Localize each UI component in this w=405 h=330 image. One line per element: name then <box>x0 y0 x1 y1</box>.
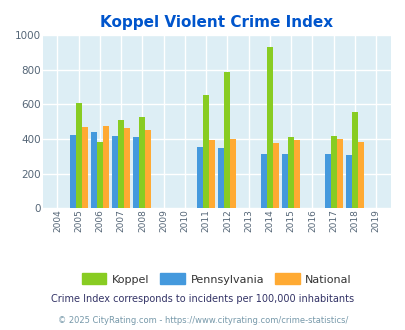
Bar <box>124 128 130 208</box>
Bar <box>112 136 118 208</box>
Legend: Koppel, Pennsylvania, National: Koppel, Pennsylvania, National <box>77 269 355 289</box>
Bar <box>260 154 266 208</box>
Bar <box>145 129 151 208</box>
Bar <box>97 143 102 208</box>
Bar <box>139 117 145 208</box>
Bar <box>81 127 87 208</box>
Bar <box>75 103 81 208</box>
Bar <box>281 154 288 208</box>
Bar <box>91 132 97 208</box>
Bar <box>272 143 278 208</box>
Bar <box>197 147 202 208</box>
Bar <box>218 148 224 208</box>
Bar <box>288 137 293 208</box>
Bar <box>345 154 351 208</box>
Bar <box>357 142 363 208</box>
Bar <box>336 139 342 208</box>
Bar <box>224 72 230 208</box>
Bar <box>324 154 330 208</box>
Text: Crime Index corresponds to incidents per 100,000 inhabitants: Crime Index corresponds to incidents per… <box>51 294 354 304</box>
Bar <box>202 95 209 208</box>
Bar <box>230 139 236 208</box>
Bar <box>118 120 124 208</box>
Bar <box>70 135 75 208</box>
Bar <box>351 112 357 208</box>
Bar <box>266 47 272 208</box>
Bar <box>330 136 336 208</box>
Title: Koppel Violent Crime Index: Koppel Violent Crime Index <box>100 15 333 30</box>
Bar <box>102 126 109 208</box>
Bar <box>209 140 215 208</box>
Bar <box>293 140 299 208</box>
Bar <box>133 137 139 208</box>
Text: © 2025 CityRating.com - https://www.cityrating.com/crime-statistics/: © 2025 CityRating.com - https://www.city… <box>58 316 347 325</box>
